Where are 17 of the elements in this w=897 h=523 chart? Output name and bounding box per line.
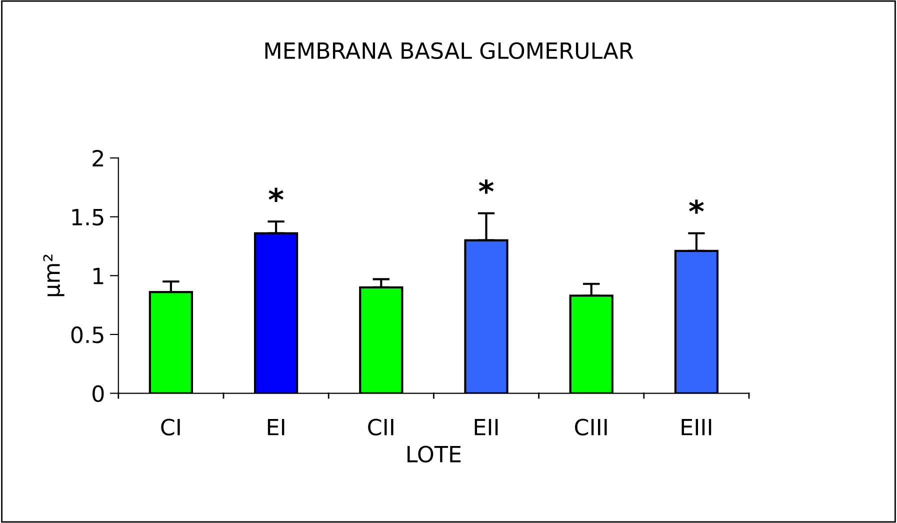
y-tick-label: 0 bbox=[92, 385, 104, 402]
x-tick-label: CII bbox=[368, 418, 394, 436]
x-tick-label: CI bbox=[161, 418, 180, 436]
x-tick-label: CIII bbox=[575, 418, 607, 436]
x-tick-label: EIII bbox=[682, 418, 712, 436]
y-tick-label: 1 bbox=[94, 268, 104, 284]
chart-title: MEMBRANA BASAL GLOMERULAR bbox=[265, 42, 634, 60]
data-label: * bbox=[689, 200, 704, 214]
x-tick-label: EII bbox=[474, 418, 498, 436]
data-label: * bbox=[268, 188, 284, 202]
x-tick-label: EI bbox=[268, 418, 284, 436]
y-tick-label: 1.5 bbox=[72, 209, 104, 226]
y-tick-label: 2 bbox=[92, 150, 103, 166]
y-tick-label: 0.5 bbox=[71, 326, 104, 344]
x-axis-title: LOTE bbox=[408, 446, 461, 463]
y-axis-title: µm² bbox=[43, 254, 64, 296]
data-label: * bbox=[478, 180, 494, 194]
